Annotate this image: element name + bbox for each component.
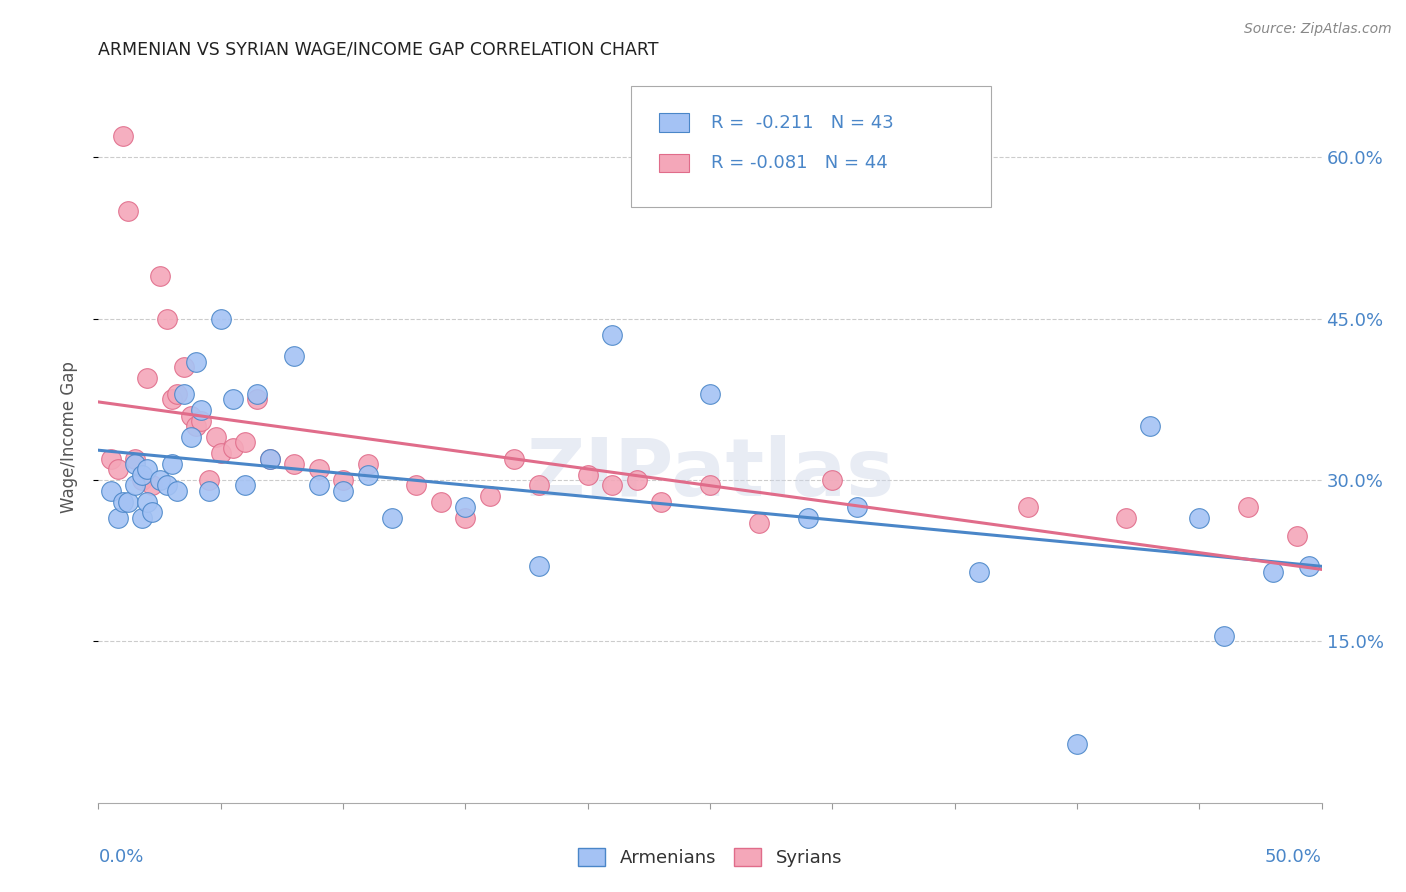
Point [160,457,183,471]
Point [124,478,146,492]
Point [527,478,550,492]
Point [1237,500,1260,514]
Point [1115,510,1137,524]
Point [205,430,228,444]
Point [356,467,378,482]
Point [117,494,139,508]
Point [503,451,526,466]
Point [699,478,721,492]
Point [381,510,404,524]
Point [308,478,330,492]
Point [233,478,256,492]
Point [1286,529,1309,543]
Point [100,483,122,498]
Point [600,327,623,342]
FancyBboxPatch shape [630,86,991,207]
Point [1298,559,1320,574]
Point [821,473,844,487]
Point [141,478,163,492]
Point [576,467,599,482]
Point [797,510,820,524]
Point [478,489,501,503]
Point [156,311,179,326]
Point [111,128,134,143]
Point [246,392,269,407]
Point [156,478,179,492]
Point [308,462,330,476]
Point [180,409,202,423]
Point [845,500,868,514]
Point [197,473,219,487]
Point [166,387,188,401]
Point [283,350,305,364]
Point [233,435,256,450]
Point [1212,629,1234,643]
Point [259,451,281,466]
Point [149,473,172,487]
Point [190,414,212,428]
Text: ZIPatlas: ZIPatlas [526,434,894,513]
Point [160,392,183,407]
Text: R = -0.081   N = 44: R = -0.081 N = 44 [711,153,889,172]
Y-axis label: Wage/Income Gap: Wage/Income Gap [59,361,77,513]
Point [650,494,672,508]
Point [527,559,550,574]
Legend: Armenians, Syrians: Armenians, Syrians [578,847,842,867]
Point [117,204,139,219]
Point [454,510,477,524]
Text: ARMENIAN VS SYRIAN WAGE/INCOME GAP CORRELATION CHART: ARMENIAN VS SYRIAN WAGE/INCOME GAP CORRE… [98,41,659,59]
FancyBboxPatch shape [658,153,689,172]
Point [246,387,269,401]
Point [1261,565,1284,579]
Point [197,483,219,498]
Point [209,446,232,460]
Point [454,500,477,514]
Point [332,483,354,498]
Point [100,451,122,466]
Point [626,473,648,487]
Point [131,473,153,487]
Point [131,510,153,524]
Point [131,467,153,482]
Text: 50.0%: 50.0% [1265,848,1322,866]
Point [186,355,208,369]
Point [124,457,146,471]
Point [209,311,232,326]
Point [699,387,721,401]
Point [259,451,281,466]
Point [748,516,770,530]
Text: Source: ZipAtlas.com: Source: ZipAtlas.com [1244,22,1392,37]
Point [124,451,146,466]
Point [136,494,159,508]
Point [186,419,208,434]
Point [222,392,245,407]
Point [173,387,195,401]
Point [967,565,990,579]
Text: 0.0%: 0.0% [98,848,143,866]
Point [1139,419,1161,434]
Point [149,268,172,283]
Point [1017,500,1039,514]
Point [1188,510,1211,524]
Point [107,510,129,524]
Point [332,473,354,487]
Point [180,430,202,444]
Point [600,478,623,492]
Point [136,462,159,476]
Point [1066,737,1088,751]
Point [136,371,159,385]
Point [222,441,245,455]
Point [405,478,427,492]
Point [430,494,453,508]
Text: R =  -0.211   N = 43: R = -0.211 N = 43 [711,113,894,131]
Point [107,462,129,476]
Point [283,457,305,471]
Point [111,494,134,508]
Point [166,483,188,498]
Point [141,505,163,519]
FancyBboxPatch shape [658,113,689,132]
Point [173,360,195,375]
Point [190,403,212,417]
Point [356,457,378,471]
